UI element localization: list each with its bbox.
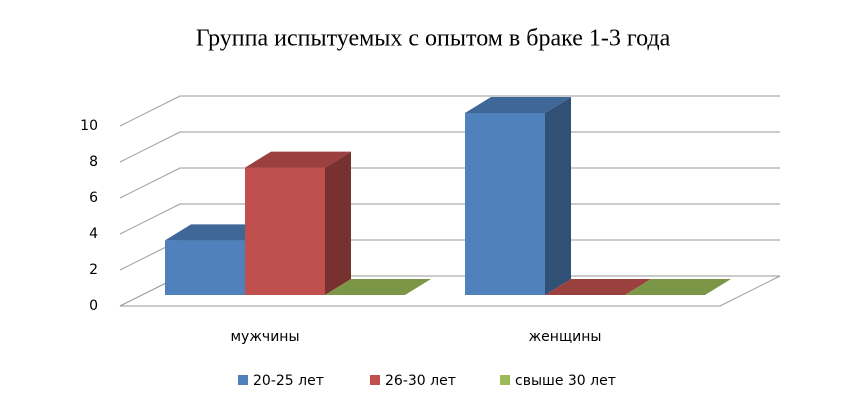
bar	[325, 279, 431, 295]
y-tick-label: 2	[89, 262, 98, 278]
y-tick-label: 10	[80, 118, 98, 134]
legend-swatch	[500, 375, 510, 385]
y-tick-label: 6	[89, 190, 98, 206]
grid-line	[119, 203, 780, 235]
bar-top	[625, 279, 731, 295]
y-tick-label: 0	[89, 298, 98, 314]
bar-side	[545, 97, 571, 295]
y-tick-label: 4	[89, 226, 98, 242]
bar-top	[545, 279, 651, 295]
bar-top	[165, 224, 271, 241]
legend-swatch	[238, 375, 248, 385]
bar-front	[465, 113, 545, 295]
bar	[465, 97, 571, 295]
grid-line	[119, 167, 780, 199]
bar-side	[325, 151, 351, 295]
x-tick-label: женщины	[529, 329, 602, 345]
bar	[625, 279, 731, 295]
bar-top	[245, 151, 351, 168]
bar	[245, 151, 351, 295]
legend-label: 20-25 лет	[253, 373, 324, 389]
bar-front	[165, 240, 245, 295]
legend-label: свыше 30 лет	[515, 373, 616, 389]
grid-line	[119, 95, 780, 127]
y-tick-label: 8	[89, 154, 98, 170]
chart-title: Группа испытуемых с опытом в браке 1-3 г…	[196, 26, 671, 52]
legend-label: 26-30 лет	[385, 373, 456, 389]
legend-swatch	[370, 375, 380, 385]
bar-front	[245, 167, 325, 295]
x-tick-label: мужчины	[230, 329, 299, 345]
bar-top	[325, 279, 431, 295]
bar	[545, 279, 651, 295]
grid-line	[119, 131, 780, 163]
bar-top	[465, 97, 571, 113]
